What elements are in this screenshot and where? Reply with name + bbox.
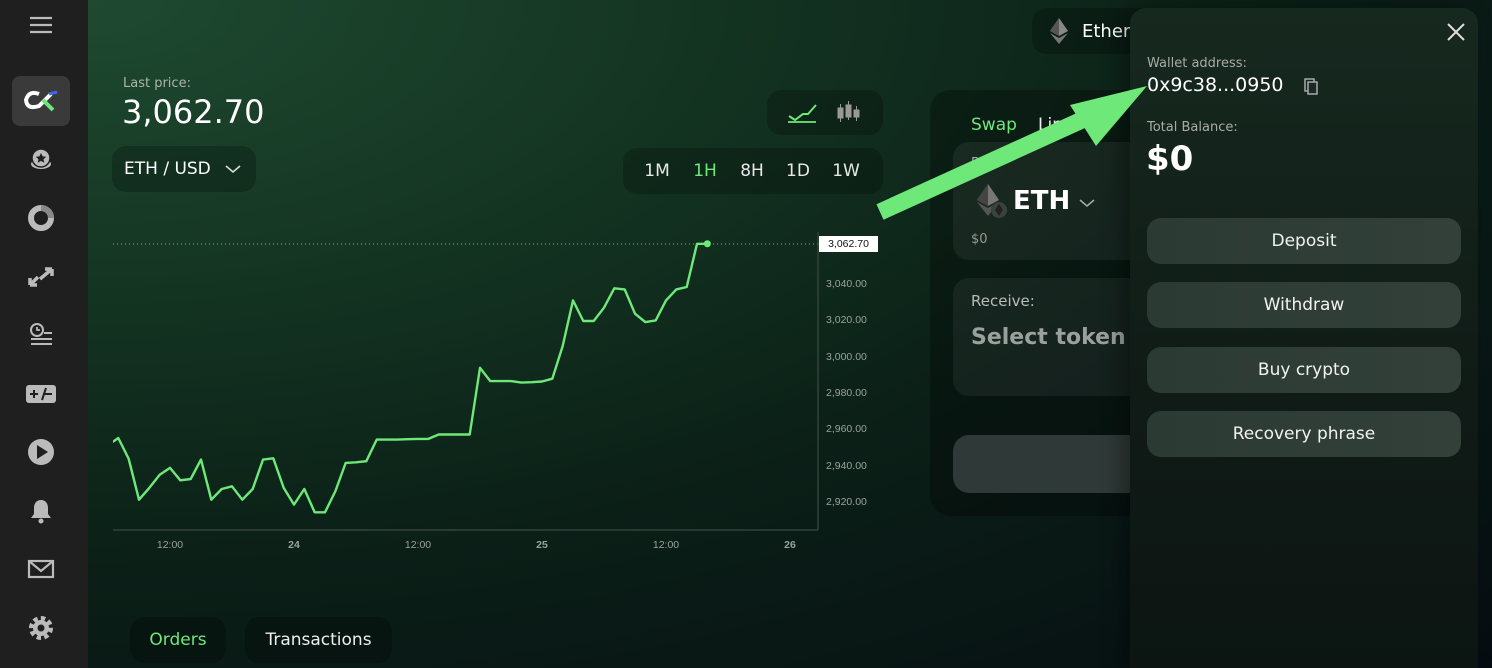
timeframe-selector: 1M 1H 8H 1D 1W bbox=[623, 148, 883, 194]
swap-arrows-icon[interactable] bbox=[12, 251, 70, 301]
buy-label: Buy: bbox=[971, 156, 1000, 171]
x-tick-label: 24 bbox=[288, 539, 300, 551]
x-tick-label: 25 bbox=[536, 539, 548, 551]
receive-label: Receive: bbox=[971, 292, 1035, 310]
history-icon[interactable] bbox=[12, 310, 70, 360]
tab-swap[interactable]: Swap bbox=[971, 115, 1017, 135]
pair-selector[interactable]: ETH / USD bbox=[112, 146, 256, 192]
bell-icon[interactable] bbox=[12, 486, 70, 536]
sidebar bbox=[0, 0, 88, 668]
chart-type-toggle bbox=[767, 90, 883, 135]
price-series-line bbox=[113, 242, 708, 514]
close-icon[interactable] bbox=[1446, 22, 1466, 42]
data-point bbox=[703, 240, 711, 248]
wallet-address: 0x9c38...0950 bbox=[1147, 74, 1284, 96]
timeframe-1h[interactable]: 1H bbox=[693, 161, 717, 181]
x-tick-label: 12:00 bbox=[156, 539, 184, 551]
x-tick-label: 12:00 bbox=[652, 539, 680, 551]
plus-minus-icon[interactable] bbox=[12, 369, 70, 419]
portfolio-icon[interactable] bbox=[12, 193, 70, 243]
mail-icon[interactable] bbox=[12, 544, 70, 594]
swap-submit-button[interactable] bbox=[953, 435, 1153, 493]
total-balance: $0 bbox=[1146, 139, 1194, 179]
withdraw-button[interactable]: Withdraw bbox=[1147, 282, 1461, 328]
timeframe-1m[interactable]: 1M bbox=[644, 161, 670, 181]
chevron-down-icon bbox=[225, 165, 241, 174]
swap-card: Swap Limit Buy: ETH $0 Receive: Select t… bbox=[930, 90, 1153, 516]
copy-icon[interactable] bbox=[1303, 78, 1319, 96]
y-tick-label: 2,960.00 bbox=[826, 423, 867, 436]
y-tick-label: 3,020.00 bbox=[826, 314, 867, 327]
price-chart[interactable] bbox=[0, 0, 900, 560]
y-tick-label: 3,040.00 bbox=[826, 278, 867, 290]
tab-limit[interactable]: Limit bbox=[1038, 115, 1081, 135]
timeframe-1d[interactable]: 1D bbox=[786, 161, 810, 181]
tab-transactions[interactable]: Transactions bbox=[245, 617, 392, 663]
y-tick-label: 2,980.00 bbox=[826, 387, 867, 399]
last-price-label: Last price: bbox=[123, 76, 191, 91]
recovery-phrase-button[interactable]: Recovery phrase bbox=[1147, 411, 1461, 457]
network-label: Ether bbox=[1082, 20, 1131, 42]
buy-token: ETH bbox=[1013, 186, 1071, 216]
deposit-button[interactable]: Deposit bbox=[1147, 218, 1461, 264]
y-tick-label: 3,000.00 bbox=[826, 350, 867, 363]
x-tick-label: 12:00 bbox=[404, 539, 432, 551]
eth-token-icon bbox=[977, 184, 1007, 218]
candlestick-icon[interactable] bbox=[835, 100, 863, 126]
wallet-address-label: Wallet address: bbox=[1147, 56, 1247, 71]
chevron-down-icon bbox=[1079, 199, 1095, 207]
y-tick-label: 2,940.00 bbox=[826, 459, 867, 472]
pair-label: ETH / USD bbox=[124, 159, 211, 179]
ethereum-icon bbox=[1050, 18, 1068, 44]
timeframe-8h[interactable]: 8H bbox=[740, 161, 764, 181]
menu-icon[interactable] bbox=[12, 0, 70, 50]
y-tick-label: 2,920.00 bbox=[826, 496, 867, 508]
line-chart-icon[interactable] bbox=[787, 102, 819, 124]
logo-icon[interactable] bbox=[12, 76, 70, 126]
tab-orders[interactable]: Orders bbox=[130, 617, 226, 663]
gear-icon[interactable] bbox=[12, 603, 70, 653]
buy-box[interactable]: Buy: ETH $0 bbox=[953, 142, 1153, 260]
staking-icon[interactable] bbox=[12, 135, 70, 185]
wallet-panel bbox=[1130, 8, 1478, 668]
last-price-value: 3,062.70 bbox=[122, 93, 265, 131]
receive-box[interactable]: Receive: Select token bbox=[953, 278, 1153, 396]
total-balance-label: Total Balance: bbox=[1147, 120, 1238, 135]
x-tick-label: 26 bbox=[784, 539, 796, 551]
last-price-tag: 3,062.70 bbox=[819, 236, 878, 252]
buy-value: $0 bbox=[971, 232, 988, 247]
buy-crypto-button[interactable]: Buy crypto bbox=[1147, 347, 1461, 393]
timeframe-1w[interactable]: 1W bbox=[832, 161, 860, 181]
select-token[interactable]: Select token bbox=[971, 325, 1126, 350]
play-icon[interactable] bbox=[12, 427, 70, 477]
